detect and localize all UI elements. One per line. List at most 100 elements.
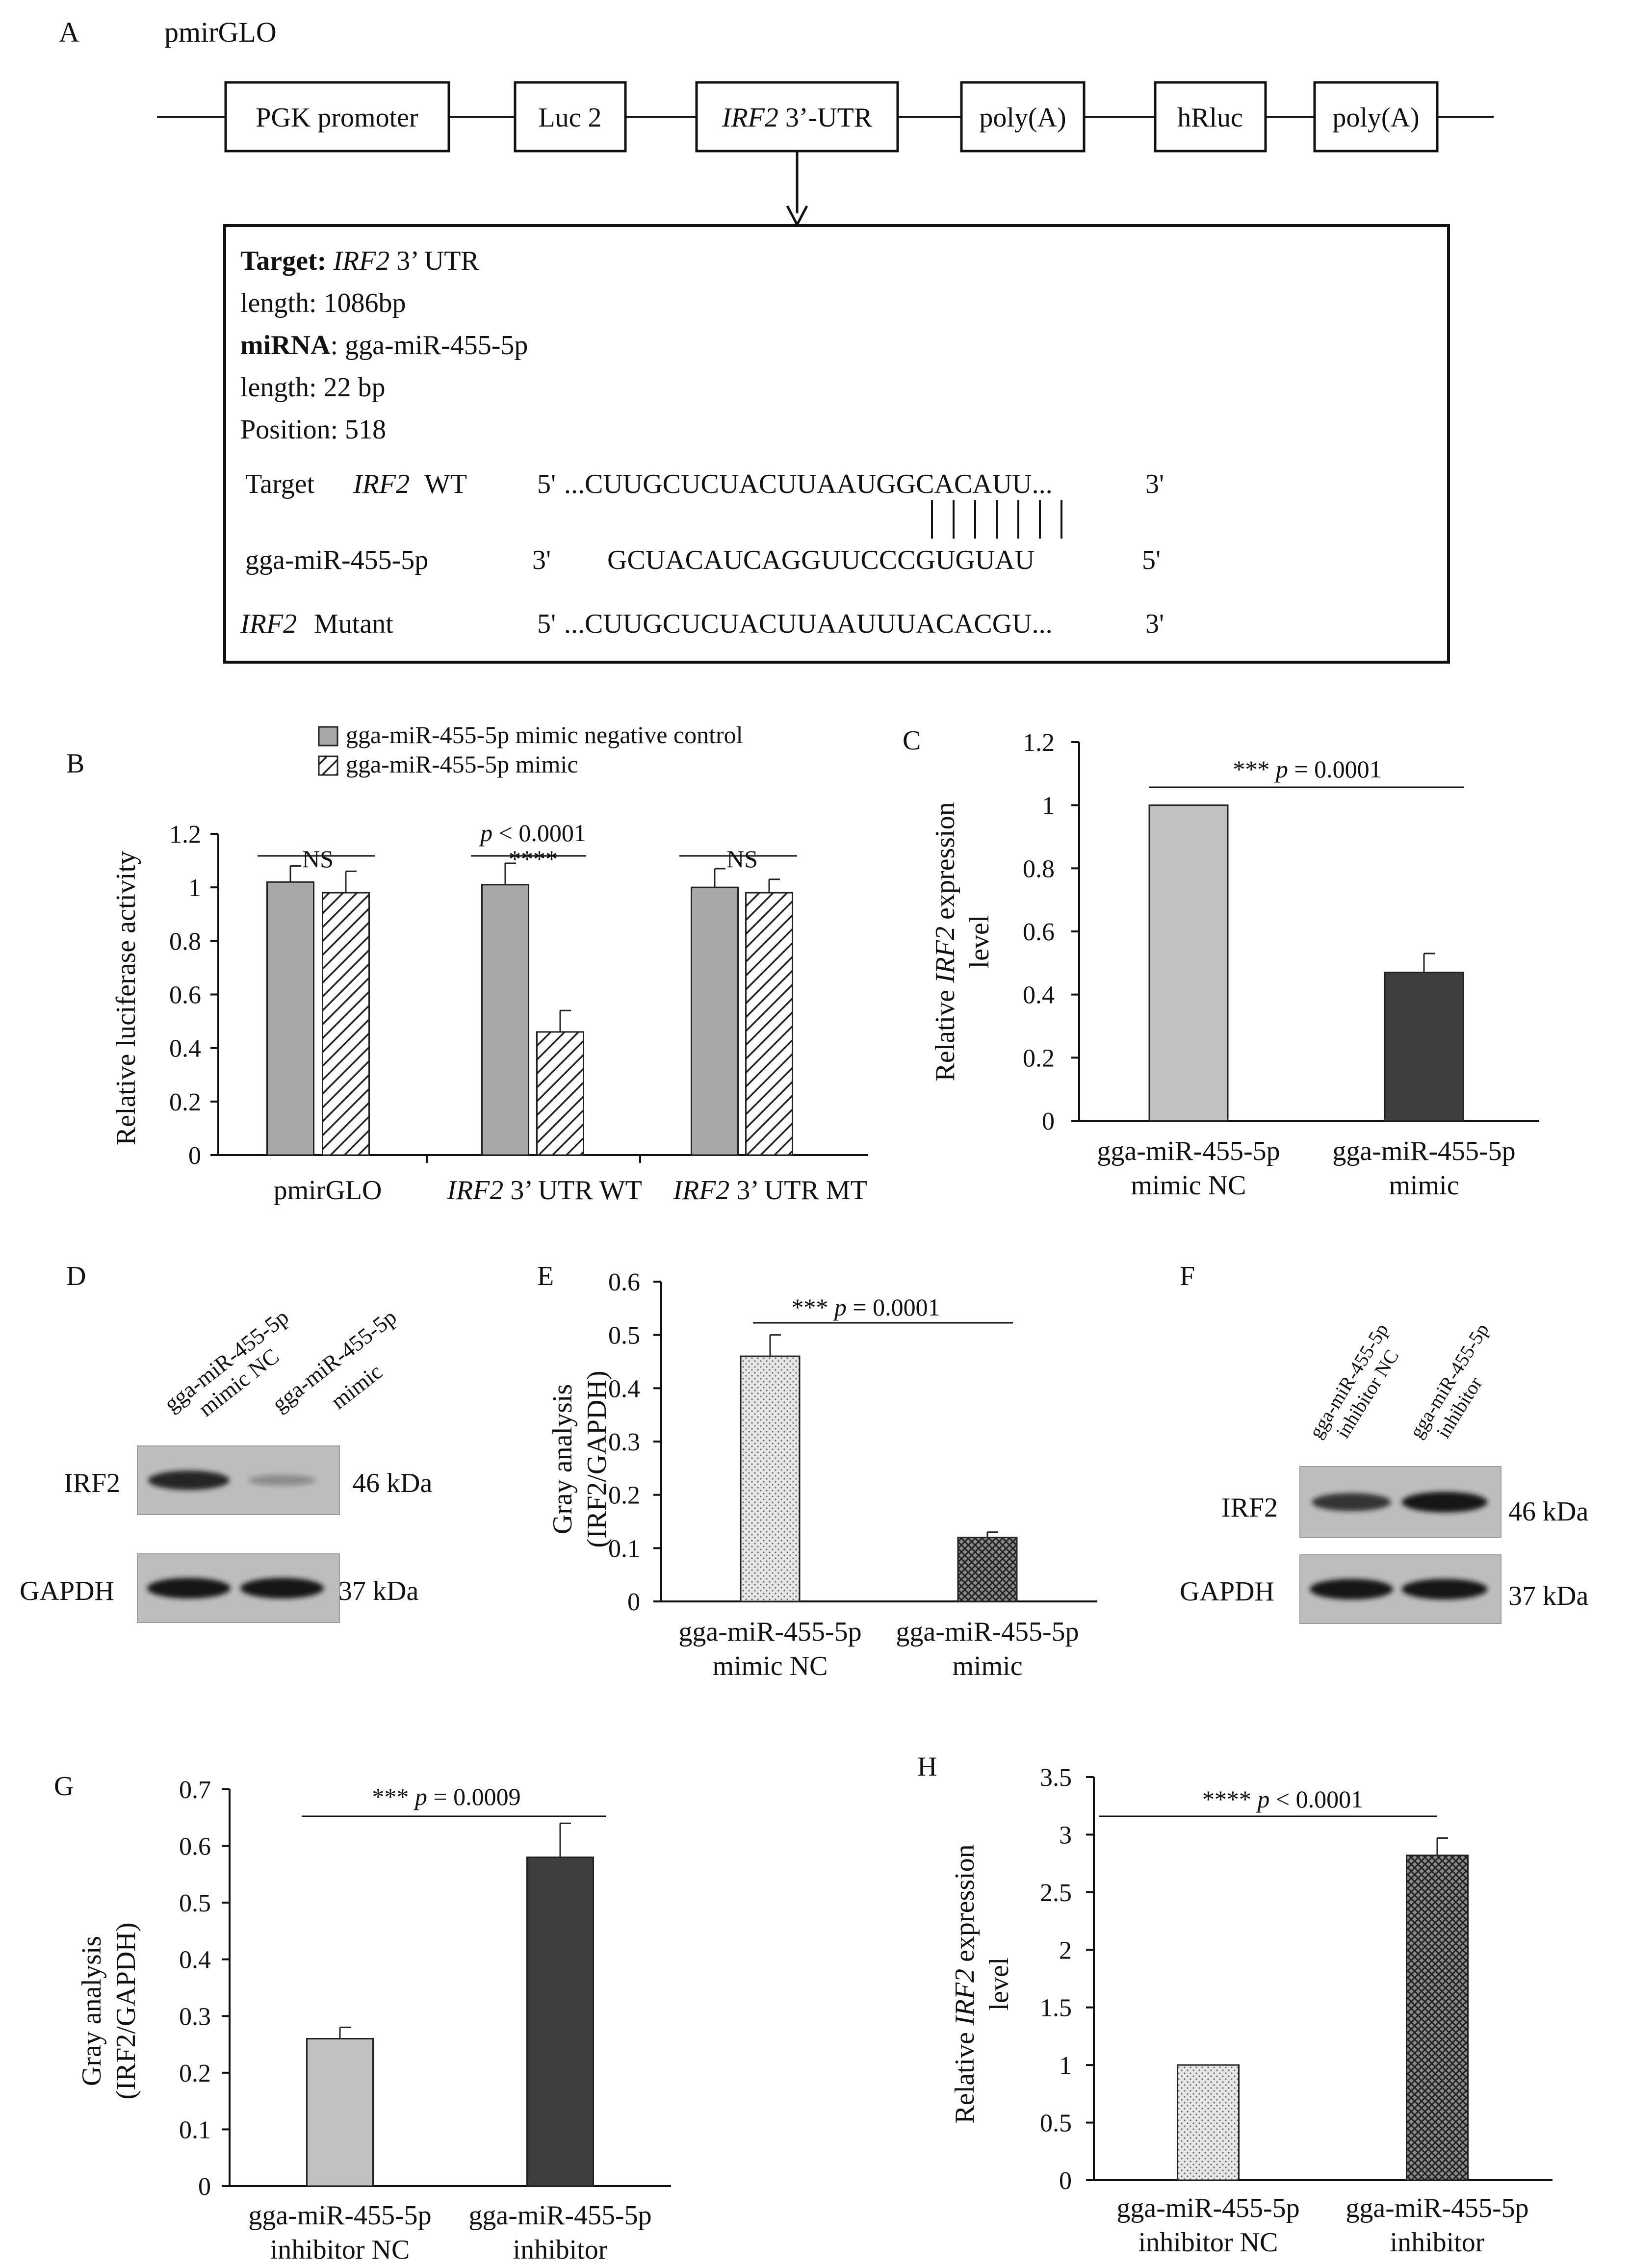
svg-text:5': 5' (537, 469, 556, 499)
chart-b-y-tick-label-5: 1 (188, 874, 201, 902)
panel-e: E Gray analysis (IRF2/GAPDH) 00.10.20.30… (537, 1261, 1097, 1681)
chart-h-y-tick-label-2: 1 (1059, 2052, 1072, 2080)
blot-d-band-1-1 (240, 1578, 324, 1598)
band-label-f-irf2: IRF2 (1221, 1493, 1278, 1523)
x-label-utr-mt: IRF2 3’ UTR MT (673, 1175, 867, 1206)
bar-e-1 (957, 1537, 1018, 1602)
panel-g-label: G (54, 1771, 74, 1802)
x-label-e-0b: mimic NC (713, 1651, 828, 1681)
svg-text:WT: WT (424, 469, 467, 499)
svg-text:GCUACAUCAGGUUCCCGUGUAU: GCUACAUCAGGUUCCCGUGUAU (607, 545, 1035, 575)
legend-b: gga-miR-455-5p mimic negative control gg… (318, 721, 743, 778)
chart-g-plot: 0 0.1 0.2 0.3 0.4 0.5 0.6 0.7 (179, 1776, 671, 2201)
chart-g-y-tick-label-0: 0 (198, 2173, 211, 2201)
blot-f (1299, 1466, 1501, 1624)
panel-a: A pmirGLO PGK promoter Luc 2 IRF2 3’-UTR… (59, 16, 1494, 664)
size-label-f-46: 46 kDa (1508, 1496, 1588, 1527)
chart-e-x-labels: gga-miR-455-5p mimic NC gga-miR-455-5p m… (678, 1617, 1079, 1681)
chart-c-x-labels: gga-miR-455-5p mimic NC gga-miR-455-5p m… (1097, 1136, 1515, 1201)
blot-d-band-0-1 (249, 1475, 315, 1486)
svg-text:3': 3' (1145, 469, 1164, 499)
x-label-c-1b: mimic (1389, 1170, 1459, 1201)
chart-h-y-tick-label-1: 0.5 (1040, 2110, 1072, 2138)
legend-swatch-mimic (318, 755, 338, 776)
panel-d: D gga-miR-455-5p mimic NC gga-miR-455-5p… (20, 1261, 432, 1623)
chart-g-y-tick-label-6: 0.6 (179, 1833, 211, 1861)
svg-text:hRluc: hRluc (1177, 103, 1243, 133)
chart-h-y-tick-label-6: 3 (1059, 1821, 1072, 1849)
chart-e-y-tick-label-4: 0.4 (608, 1375, 640, 1403)
panel-h-label: H (917, 1752, 937, 1782)
chart-e-plot: 0 0.1 0.2 0.3 0.4 0.5 0.6 (608, 1268, 1097, 1616)
chart-b-y-tick-label-2: 0.4 (169, 1035, 201, 1063)
bar-b-0-0 (266, 881, 314, 1156)
chart-g-y-tick-label-3: 0.3 (179, 2003, 211, 2031)
chart-h-ylabel-line2: level (984, 1958, 1014, 2011)
legend-label-control: gga-miR-455-5p mimic negative control (346, 721, 743, 748)
bar-g-0 (306, 2038, 374, 2187)
mirna-line: miRNA: gga-miR-455-5p (240, 330, 528, 361)
chart-c-annotation: *** p = 0.0001 (1233, 755, 1381, 783)
svg-text:IRF2: IRF2 (240, 609, 297, 639)
x-label-utr-wt: IRF2 3’ UTR WT (446, 1175, 642, 1206)
chart-e-y-tick-label-1: 0.1 (608, 1535, 640, 1563)
bar-e-0 (740, 1355, 801, 1602)
panel-b-label: B (66, 748, 84, 779)
chart-e-y-tick-label-2: 0.2 (608, 1482, 640, 1510)
svg-text:IRF2: IRF2 (353, 469, 410, 499)
chart-c-y-tick-label-6: 1.2 (1023, 729, 1055, 757)
bar-g-1 (526, 1856, 594, 2187)
bar-b-1-0 (481, 884, 529, 1156)
band-label-d-irf2: IRF2 (64, 1468, 120, 1498)
chart-c-y-tick-label-3: 0.6 (1023, 918, 1055, 946)
position: Position: 518 (240, 414, 386, 445)
chart-c-y-tick-label-1: 0.2 (1023, 1044, 1055, 1072)
blot-d-band-0-0 (148, 1470, 230, 1490)
panel-d-label: D (66, 1261, 86, 1291)
chart-c-plot: 0 0.2 0.4 0.6 0.8 1 1.2 (1023, 729, 1539, 1135)
svg-text:poly(A): poly(A) (1332, 103, 1419, 133)
panel-f: F gga-miR-455-5p inhibitor NC gga-miR-45… (1180, 1261, 1588, 1624)
chart-c-y-tick-label-4: 0.8 (1023, 855, 1055, 883)
svg-text:3': 3' (1145, 609, 1164, 639)
alignment-wt: Target IRF2 WT 5' ...CUUGCUCUACUUAAUGGCA… (245, 469, 1164, 499)
chart-h-ylabel-line1: Relative IRF2 expression (950, 1844, 980, 2123)
blot-d (137, 1445, 340, 1623)
chart-b-annotations: NS p < 0.0001 **** NS (302, 819, 758, 873)
legend-swatch-control (318, 726, 338, 747)
chart-h-y-tick-label-5: 2.5 (1040, 1879, 1072, 1907)
svg-text:...CUUGCUCUACUUAAUUUACACGU...: ...CUUGCUCUACUUAAUUUACACGU... (564, 609, 1053, 639)
chart-e-y-tick-label-5: 0.5 (608, 1322, 640, 1350)
chart-c-y-tick-label-0: 0 (1042, 1108, 1055, 1135)
alignment-mutant: IRF2 Mutant 5' ...CUUGCUCUACUUAAUUUACACG… (240, 609, 1164, 639)
size-label-d-37: 37 kDa (338, 1576, 418, 1606)
svg-text:gga-miR-455-5p: gga-miR-455-5p (245, 545, 428, 575)
x-label-g-1a: gga-miR-455-5p (468, 2200, 651, 2231)
chart-g-x-labels: gga-miR-455-5p inhibitor NC gga-miR-455-… (248, 2200, 651, 2265)
bar-c-0 (1148, 804, 1229, 1122)
chart-b-plot: 0 0.2 0.4 0.6 0.8 1 1.2 (169, 821, 868, 1170)
chart-b-y-tick-label-0: 0 (188, 1142, 201, 1170)
target-line: Target: IRF2 3’ UTR (240, 246, 479, 276)
chart-g-y-tick-label-5: 0.5 (179, 1889, 211, 1917)
band-label-d-gapdh: GAPDH (20, 1576, 114, 1606)
blot-d-band-1-0 (147, 1578, 231, 1598)
panel-e-label: E (537, 1261, 554, 1291)
svg-text:5': 5' (1142, 545, 1161, 575)
alignment-mirna: gga-miR-455-5p 3' GCUACAUCAGGUUCCCGUGUAU… (245, 545, 1161, 575)
bar-b-0-1 (322, 892, 370, 1156)
x-label-h-1b: inhibitor (1390, 2227, 1485, 2258)
chart-b-y-tick-label-3: 0.6 (169, 981, 201, 1009)
bar-b-2-1 (745, 892, 793, 1156)
chart-b-x-labels: pmirGLO IRF2 3’ UTR WT IRF2 3’ UTR MT (274, 1175, 867, 1206)
chart-h-y-tick-label-7: 3.5 (1040, 1764, 1072, 1792)
chart-b-y-tick-label-6: 1.2 (169, 821, 201, 849)
panel-a-label: A (59, 16, 79, 48)
chart-b-y-tick-label-1: 0.2 (169, 1088, 201, 1116)
x-label-g-1b: inhibitor (513, 2235, 608, 2265)
chart-e-annotation: *** p = 0.0001 (791, 1293, 940, 1321)
blot-f-band-0-1 (1401, 1492, 1488, 1513)
x-label-c-0a: gga-miR-455-5p (1097, 1136, 1280, 1166)
panel-c: C Relative IRF2 expression level 0 0.2 0.4… (903, 725, 1539, 1201)
